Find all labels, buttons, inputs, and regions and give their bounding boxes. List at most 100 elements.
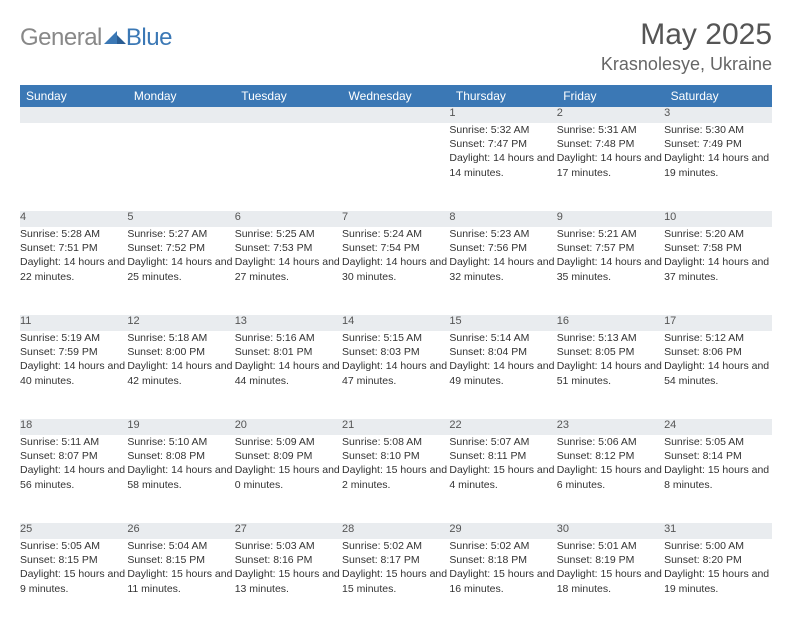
- location-label: Krasnolesye, Ukraine: [601, 54, 772, 75]
- day-number-row: 11121314151617: [20, 315, 772, 331]
- daylight-line: Daylight: 14 hours and 42 minutes.: [127, 359, 234, 387]
- sunset-line: Sunset: 8:09 PM: [235, 449, 342, 463]
- sunset-line: Sunset: 8:06 PM: [664, 345, 771, 359]
- daylight-line: Daylight: 14 hours and 51 minutes.: [557, 359, 664, 387]
- day-number-cell: 3: [664, 107, 771, 123]
- day-number-cell: [235, 107, 342, 123]
- day-number-cell: 30: [557, 523, 664, 539]
- day-number-cell: 19: [127, 419, 234, 435]
- weekday-header: Sunday: [20, 85, 127, 107]
- sunset-line: Sunset: 8:15 PM: [20, 553, 127, 567]
- day-number-cell: 31: [664, 523, 771, 539]
- sunset-line: Sunset: 8:08 PM: [127, 449, 234, 463]
- day-number-cell: 9: [557, 211, 664, 227]
- weekday-header: Friday: [557, 85, 664, 107]
- day-content-cell: Sunrise: 5:10 AMSunset: 8:08 PMDaylight:…: [127, 435, 234, 523]
- sunset-line: Sunset: 8:19 PM: [557, 553, 664, 567]
- daylight-line: Daylight: 15 hours and 6 minutes.: [557, 463, 664, 491]
- day-content-cell: Sunrise: 5:04 AMSunset: 8:15 PMDaylight:…: [127, 539, 234, 627]
- daylight-line: Daylight: 15 hours and 2 minutes.: [342, 463, 449, 491]
- sunrise-line: Sunrise: 5:01 AM: [557, 539, 664, 553]
- sunrise-line: Sunrise: 5:03 AM: [235, 539, 342, 553]
- sunset-line: Sunset: 8:07 PM: [20, 449, 127, 463]
- day-content-cell: Sunrise: 5:03 AMSunset: 8:16 PMDaylight:…: [235, 539, 342, 627]
- day-content-row: Sunrise: 5:28 AMSunset: 7:51 PMDaylight:…: [20, 227, 772, 315]
- calendar-table: SundayMondayTuesdayWednesdayThursdayFrid…: [20, 85, 772, 627]
- day-number-cell: 15: [449, 315, 556, 331]
- day-content-cell: Sunrise: 5:20 AMSunset: 7:58 PMDaylight:…: [664, 227, 771, 315]
- day-content-cell: Sunrise: 5:02 AMSunset: 8:18 PMDaylight:…: [449, 539, 556, 627]
- sunrise-line: Sunrise: 5:08 AM: [342, 435, 449, 449]
- day-content-cell: Sunrise: 5:25 AMSunset: 7:53 PMDaylight:…: [235, 227, 342, 315]
- sunrise-line: Sunrise: 5:12 AM: [664, 331, 771, 345]
- day-number-row: 25262728293031: [20, 523, 772, 539]
- daylight-line: Daylight: 14 hours and 19 minutes.: [664, 151, 771, 179]
- day-content-cell: [20, 123, 127, 211]
- day-content-cell: Sunrise: 5:31 AMSunset: 7:48 PMDaylight:…: [557, 123, 664, 211]
- sunrise-line: Sunrise: 5:09 AM: [235, 435, 342, 449]
- sunrise-line: Sunrise: 5:16 AM: [235, 331, 342, 345]
- sunset-line: Sunset: 8:03 PM: [342, 345, 449, 359]
- sunrise-line: Sunrise: 5:11 AM: [20, 435, 127, 449]
- sunrise-line: Sunrise: 5:25 AM: [235, 227, 342, 241]
- day-content-cell: Sunrise: 5:28 AMSunset: 7:51 PMDaylight:…: [20, 227, 127, 315]
- day-number-cell: 25: [20, 523, 127, 539]
- day-content-cell: Sunrise: 5:15 AMSunset: 8:03 PMDaylight:…: [342, 331, 449, 419]
- sunrise-line: Sunrise: 5:30 AM: [664, 123, 771, 137]
- sunrise-line: Sunrise: 5:32 AM: [449, 123, 556, 137]
- daylight-line: Daylight: 14 hours and 47 minutes.: [342, 359, 449, 387]
- month-title: May 2025: [601, 18, 772, 52]
- header-bar: General Blue May 2025 Krasnolesye, Ukrai…: [20, 18, 772, 75]
- sunrise-line: Sunrise: 5:05 AM: [20, 539, 127, 553]
- day-content-cell: Sunrise: 5:27 AMSunset: 7:52 PMDaylight:…: [127, 227, 234, 315]
- day-number-cell: [20, 107, 127, 123]
- brand-blue-text: Blue: [126, 24, 172, 52]
- daylight-line: Daylight: 15 hours and 9 minutes.: [20, 567, 127, 595]
- day-number-cell: 11: [20, 315, 127, 331]
- calendar-page: General Blue May 2025 Krasnolesye, Ukrai…: [0, 0, 792, 612]
- day-number-cell: [342, 107, 449, 123]
- sunrise-line: Sunrise: 5:00 AM: [664, 539, 771, 553]
- day-number-cell: 22: [449, 419, 556, 435]
- daylight-line: Daylight: 15 hours and 16 minutes.: [449, 567, 556, 595]
- day-number-cell: 14: [342, 315, 449, 331]
- sunset-line: Sunset: 7:59 PM: [20, 345, 127, 359]
- day-number-cell: 24: [664, 419, 771, 435]
- day-number-cell: 7: [342, 211, 449, 227]
- weekday-header: Saturday: [664, 85, 771, 107]
- day-content-cell: Sunrise: 5:24 AMSunset: 7:54 PMDaylight:…: [342, 227, 449, 315]
- daylight-line: Daylight: 14 hours and 40 minutes.: [20, 359, 127, 387]
- day-number-cell: 8: [449, 211, 556, 227]
- weekday-header: Monday: [127, 85, 234, 107]
- sunset-line: Sunset: 7:51 PM: [20, 241, 127, 255]
- day-content-cell: Sunrise: 5:11 AMSunset: 8:07 PMDaylight:…: [20, 435, 127, 523]
- sunset-line: Sunset: 8:18 PM: [449, 553, 556, 567]
- sunrise-line: Sunrise: 5:31 AM: [557, 123, 664, 137]
- daylight-line: Daylight: 15 hours and 0 minutes.: [235, 463, 342, 491]
- sunrise-line: Sunrise: 5:28 AM: [20, 227, 127, 241]
- day-content-cell: Sunrise: 5:05 AMSunset: 8:15 PMDaylight:…: [20, 539, 127, 627]
- weekday-header: Thursday: [449, 85, 556, 107]
- daylight-line: Daylight: 14 hours and 22 minutes.: [20, 255, 127, 283]
- weekday-header-row: SundayMondayTuesdayWednesdayThursdayFrid…: [20, 85, 772, 107]
- day-number-row: 45678910: [20, 211, 772, 227]
- day-content-cell: [127, 123, 234, 211]
- sunset-line: Sunset: 8:15 PM: [127, 553, 234, 567]
- weekday-header: Tuesday: [235, 85, 342, 107]
- day-content-cell: Sunrise: 5:21 AMSunset: 7:57 PMDaylight:…: [557, 227, 664, 315]
- sunrise-line: Sunrise: 5:24 AM: [342, 227, 449, 241]
- sunrise-line: Sunrise: 5:15 AM: [342, 331, 449, 345]
- day-number-cell: 6: [235, 211, 342, 227]
- sunset-line: Sunset: 7:58 PM: [664, 241, 771, 255]
- sunrise-line: Sunrise: 5:13 AM: [557, 331, 664, 345]
- day-content-cell: Sunrise: 5:19 AMSunset: 7:59 PMDaylight:…: [20, 331, 127, 419]
- day-number-cell: 27: [235, 523, 342, 539]
- day-number-cell: 23: [557, 419, 664, 435]
- day-number-cell: 5: [127, 211, 234, 227]
- day-number-row: 123: [20, 107, 772, 123]
- daylight-line: Daylight: 14 hours and 32 minutes.: [449, 255, 556, 283]
- day-content-cell: Sunrise: 5:07 AMSunset: 8:11 PMDaylight:…: [449, 435, 556, 523]
- day-content-cell: Sunrise: 5:06 AMSunset: 8:12 PMDaylight:…: [557, 435, 664, 523]
- sunrise-line: Sunrise: 5:06 AM: [557, 435, 664, 449]
- daylight-line: Daylight: 15 hours and 8 minutes.: [664, 463, 771, 491]
